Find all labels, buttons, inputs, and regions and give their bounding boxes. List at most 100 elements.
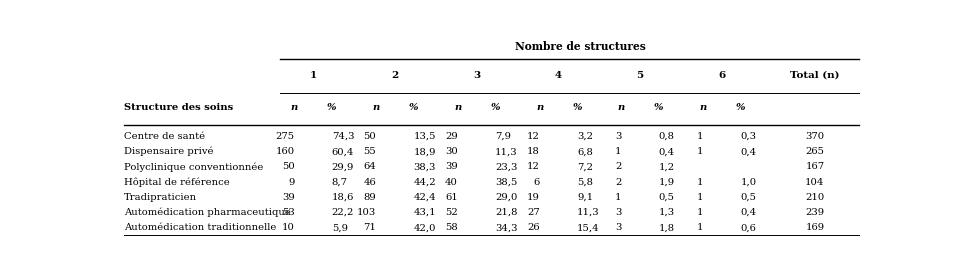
Text: %: % (327, 103, 337, 112)
Text: 169: 169 (806, 223, 825, 232)
Text: 1: 1 (615, 147, 621, 156)
Text: 18: 18 (526, 147, 540, 156)
Text: 61: 61 (445, 193, 458, 202)
Text: 29,9: 29,9 (332, 162, 354, 172)
Text: 30: 30 (445, 147, 458, 156)
Text: 89: 89 (363, 193, 376, 202)
Text: 1,2: 1,2 (659, 162, 675, 172)
Text: 22,2: 22,2 (332, 208, 354, 217)
Text: Tradipraticien: Tradipraticien (124, 193, 197, 202)
Text: Dispensaire privé: Dispensaire privé (124, 147, 213, 156)
Text: 39: 39 (445, 162, 458, 172)
Text: 0,4: 0,4 (740, 147, 757, 156)
Text: 9,1: 9,1 (577, 193, 593, 202)
Text: 0,4: 0,4 (659, 147, 675, 156)
Text: 370: 370 (806, 132, 825, 141)
Text: Automédication traditionnelle: Automédication traditionnelle (124, 223, 276, 232)
Text: 239: 239 (806, 208, 825, 217)
Text: 0,6: 0,6 (740, 223, 757, 232)
Text: 58: 58 (445, 223, 458, 232)
Text: Automédication pharmaceutique: Automédication pharmaceutique (124, 208, 291, 217)
Text: 1: 1 (615, 193, 621, 202)
Text: 1: 1 (697, 132, 703, 141)
Text: 5,8: 5,8 (577, 178, 593, 187)
Text: 50: 50 (363, 132, 376, 141)
Text: 167: 167 (806, 162, 825, 172)
Text: Nombre de structures: Nombre de structures (515, 41, 646, 52)
Text: 38,5: 38,5 (495, 178, 518, 187)
Text: 43,1: 43,1 (413, 208, 436, 217)
Text: 29,0: 29,0 (495, 193, 518, 202)
Text: 53: 53 (282, 208, 294, 217)
Text: 1: 1 (697, 208, 703, 217)
Text: 3,2: 3,2 (577, 132, 593, 141)
Text: 3: 3 (615, 223, 621, 232)
Text: 55: 55 (363, 147, 376, 156)
Text: 210: 210 (806, 193, 825, 202)
Text: 10: 10 (282, 223, 294, 232)
Text: n: n (291, 103, 298, 112)
Text: 44,2: 44,2 (413, 178, 436, 187)
Text: 9: 9 (288, 178, 294, 187)
Text: 5,9: 5,9 (332, 223, 348, 232)
Text: 3: 3 (615, 132, 621, 141)
Text: 46: 46 (363, 178, 376, 187)
Text: %: % (654, 103, 664, 112)
Text: 11,3: 11,3 (495, 147, 518, 156)
Text: 13,5: 13,5 (413, 132, 436, 141)
Text: 18,9: 18,9 (413, 147, 436, 156)
Text: 8,7: 8,7 (332, 178, 348, 187)
Text: 2: 2 (391, 71, 399, 79)
Text: 50: 50 (282, 162, 294, 172)
Text: 7,9: 7,9 (495, 132, 511, 141)
Text: 1: 1 (697, 193, 703, 202)
Text: 3: 3 (615, 208, 621, 217)
Text: 38,3: 38,3 (413, 162, 435, 172)
Text: 1,3: 1,3 (659, 208, 675, 217)
Text: 1,8: 1,8 (659, 223, 675, 232)
Text: 15,4: 15,4 (577, 223, 599, 232)
Text: 18,6: 18,6 (332, 193, 354, 202)
Text: 2: 2 (615, 178, 621, 187)
Text: %: % (573, 103, 582, 112)
Text: 26: 26 (527, 223, 540, 232)
Text: 42,0: 42,0 (413, 223, 436, 232)
Text: n: n (700, 103, 707, 112)
Text: Polyclinique conventionnée: Polyclinique conventionnée (124, 162, 263, 172)
Text: 265: 265 (806, 147, 825, 156)
Text: 6: 6 (718, 71, 726, 79)
Text: 6,8: 6,8 (577, 147, 593, 156)
Text: 1: 1 (697, 147, 703, 156)
Text: 52: 52 (445, 208, 458, 217)
Text: 27: 27 (527, 208, 540, 217)
Text: n: n (618, 103, 625, 112)
Text: 103: 103 (357, 208, 376, 217)
Text: 71: 71 (363, 223, 376, 232)
Text: n: n (536, 103, 544, 112)
Text: 23,3: 23,3 (495, 162, 518, 172)
Text: Hôpital de référence: Hôpital de référence (124, 177, 229, 187)
Text: %: % (409, 103, 418, 112)
Text: 1: 1 (697, 178, 703, 187)
Text: 0,8: 0,8 (659, 132, 675, 141)
Text: 39: 39 (282, 193, 294, 202)
Text: 42,4: 42,4 (413, 193, 436, 202)
Text: Structure des soins: Structure des soins (124, 103, 233, 112)
Text: 3: 3 (473, 71, 480, 79)
Text: 0,5: 0,5 (659, 193, 675, 202)
Text: n: n (455, 103, 461, 112)
Text: 0,4: 0,4 (740, 208, 757, 217)
Text: 40: 40 (445, 178, 458, 187)
Text: 34,3: 34,3 (495, 223, 518, 232)
Text: %: % (736, 103, 745, 112)
Text: Centre de santé: Centre de santé (124, 132, 204, 141)
Text: 1: 1 (310, 71, 316, 79)
Text: 5: 5 (637, 71, 643, 79)
Text: 160: 160 (275, 147, 294, 156)
Text: Total (n): Total (n) (790, 71, 839, 79)
Text: 1,0: 1,0 (740, 178, 757, 187)
Text: 21,8: 21,8 (495, 208, 518, 217)
Text: n: n (373, 103, 380, 112)
Text: 1,9: 1,9 (659, 178, 675, 187)
Text: 0,3: 0,3 (740, 132, 757, 141)
